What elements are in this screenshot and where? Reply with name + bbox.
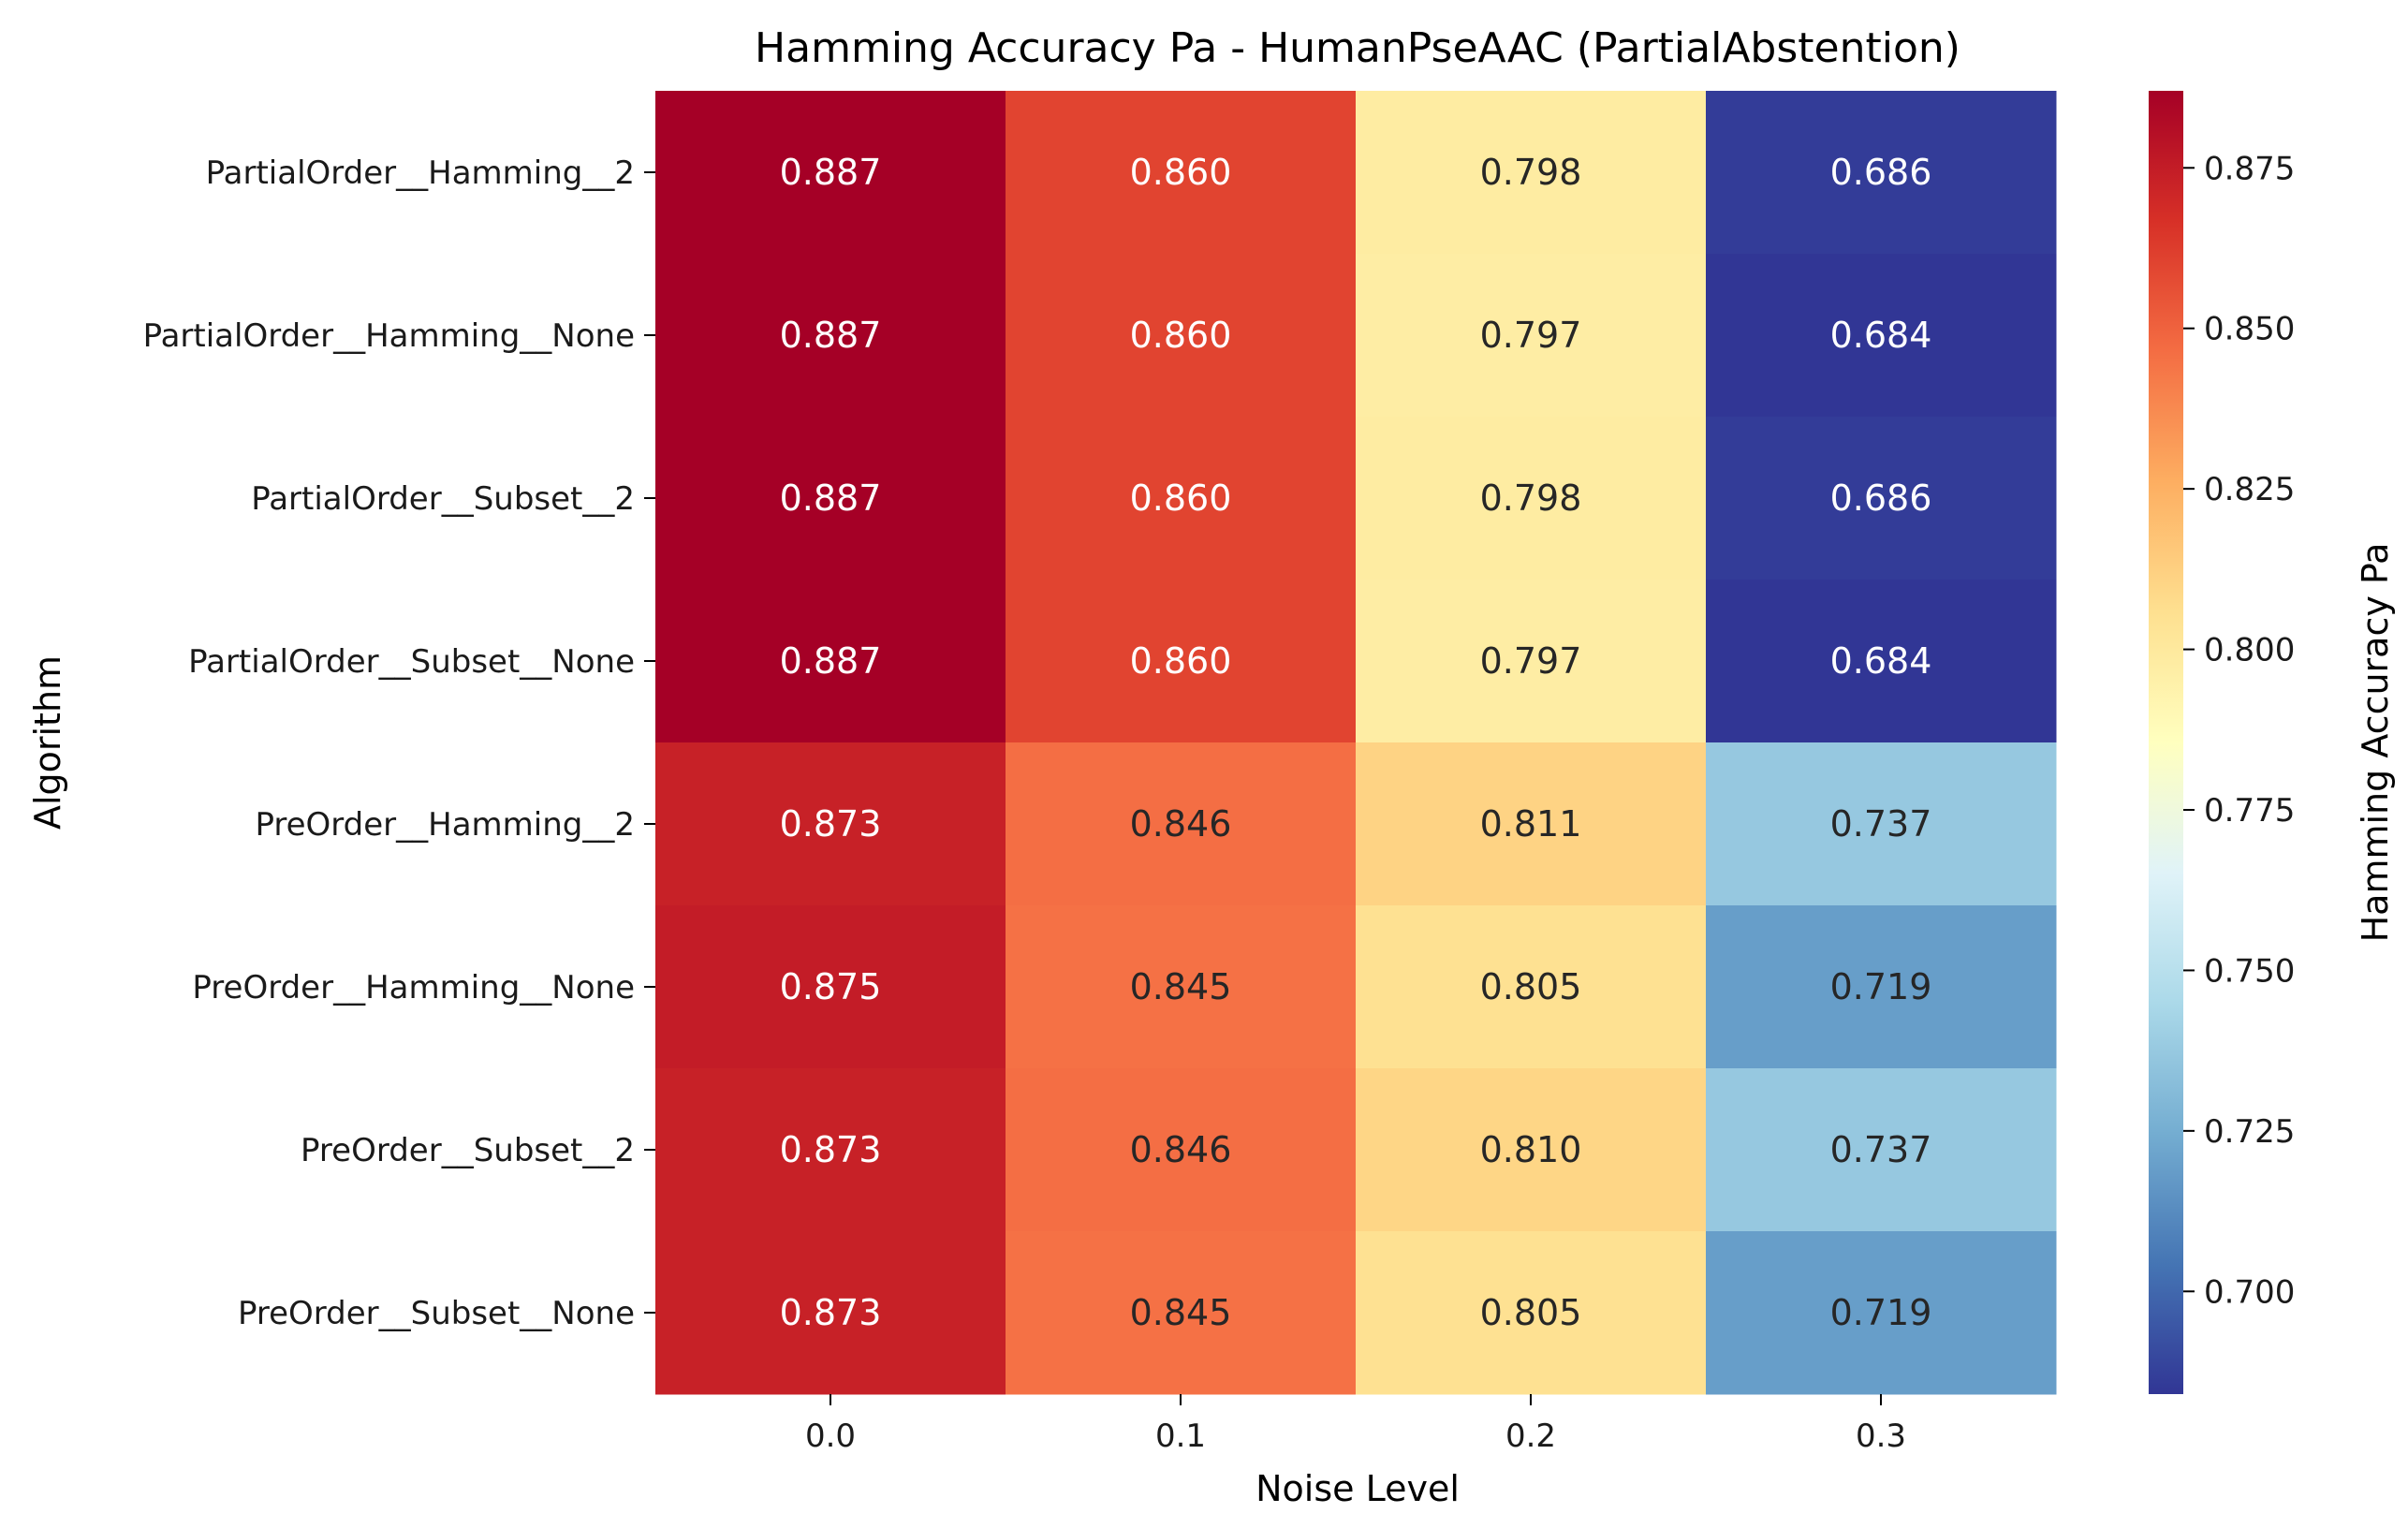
heatmap-cell <box>1006 580 1357 743</box>
cell-value-label: 0.684 <box>1830 640 1932 682</box>
heatmap-cell <box>1006 91 1357 255</box>
colorbar <box>2149 91 2183 1394</box>
y-tick-label: PreOrder__Hamming__2 <box>255 806 635 844</box>
heatmap-cell <box>1706 254 2057 418</box>
heatmap-cell <box>655 1068 1006 1232</box>
cell-value-label: 0.845 <box>1130 966 1232 1007</box>
cell-value-label: 0.873 <box>780 803 882 845</box>
x-tick-label: 0.3 <box>1856 1418 1906 1455</box>
heatmap-cell <box>1706 905 2057 1069</box>
heatmap-cell <box>1706 742 2057 906</box>
cell-value-label: 0.810 <box>1480 1129 1582 1170</box>
cell-value-label: 0.860 <box>1130 640 1232 682</box>
x-tick-label: 0.0 <box>805 1418 856 1455</box>
y-axis-ticks: PartialOrder__Hamming__2 PartialOrder__Ha… <box>143 154 655 1332</box>
y-tick-label: PreOrder__Hamming__None <box>192 969 635 1006</box>
colorbar-tick-label: 0.875 <box>2204 150 2295 187</box>
cell-value-label: 0.873 <box>780 1129 882 1170</box>
cell-value-label: 0.805 <box>1480 966 1582 1007</box>
cell-value-label: 0.798 <box>1480 478 1582 519</box>
heatmap-cell <box>1356 1068 1707 1232</box>
heatmap-cell <box>1706 1068 2057 1232</box>
x-axis-ticks: 0.0 0.1 0.2 0.3 <box>805 1394 1906 1455</box>
x-tick-label: 0.1 <box>1155 1418 1206 1455</box>
heatmap-cell <box>1006 1231 1357 1395</box>
cell-value-label: 0.719 <box>1830 1292 1932 1333</box>
heatmap-cell <box>655 254 1006 418</box>
chart-title: Hamming Accuracy Pa - HumanPseAAC (Parti… <box>755 24 1960 72</box>
cell-value-label: 0.686 <box>1830 152 1932 193</box>
cell-value-label: 0.737 <box>1830 1129 1932 1170</box>
heatmap-cell <box>1356 417 1707 580</box>
cell-value-label: 0.684 <box>1830 315 1932 356</box>
heatmap-cell <box>1356 905 1707 1069</box>
cell-value-label: 0.887 <box>780 152 882 193</box>
y-tick-label: PartialOrder__Subset__2 <box>251 480 635 518</box>
heatmap-cell <box>1006 742 1357 906</box>
cell-value-label: 0.860 <box>1130 152 1232 193</box>
heatmap-cell <box>655 417 1006 580</box>
heatmap-cells <box>655 91 2057 1395</box>
cell-value-label: 0.719 <box>1830 966 1932 1007</box>
cell-value-label: 0.686 <box>1830 478 1932 519</box>
cell-value-label: 0.845 <box>1130 1292 1232 1333</box>
colorbar-tick-label: 0.700 <box>2204 1273 2295 1311</box>
heatmap-cell <box>1706 1231 2057 1395</box>
cell-value-label: 0.887 <box>780 315 882 356</box>
cell-value-label: 0.860 <box>1130 478 1232 519</box>
x-axis-label: Noise Level <box>1255 1468 1460 1509</box>
y-tick-label: PartialOrder__Hamming__2 <box>206 154 635 192</box>
colorbar-tick-label: 0.800 <box>2204 632 2295 669</box>
heatmap-cell <box>1356 91 1707 255</box>
heatmap-cell <box>1356 742 1707 906</box>
y-axis-label: Algorithm <box>27 655 68 830</box>
cell-value-label: 0.846 <box>1130 1129 1232 1170</box>
heatmap-cell <box>655 91 1006 255</box>
cell-value-label: 0.805 <box>1480 1292 1582 1333</box>
colorbar-label: Hamming Accuracy Pa <box>2355 543 2396 943</box>
cell-value-label: 0.887 <box>780 640 882 682</box>
heatmap-cell <box>1706 417 2057 580</box>
colorbar-tick-label: 0.850 <box>2204 311 2295 348</box>
heatmap-cell <box>655 1231 1006 1395</box>
cell-value-label: 0.846 <box>1130 803 1232 845</box>
cell-value-label: 0.860 <box>1130 315 1232 356</box>
cell-value-label: 0.797 <box>1480 640 1582 682</box>
heatmap-cell-labels: 0.887 0.860 0.798 0.686 0.887 0.860 0.797 0.684… <box>780 152 1932 1333</box>
cell-value-label: 0.873 <box>780 1292 882 1333</box>
heatmap-cell <box>1356 1231 1707 1395</box>
heatmap-cell <box>655 580 1006 743</box>
heatmap-cell <box>655 905 1006 1069</box>
y-tick-label: PreOrder__Subset__2 <box>301 1132 635 1169</box>
y-tick-label: PartialOrder__Hamming__None <box>143 317 635 355</box>
heatmap-cell <box>1006 417 1357 580</box>
cell-value-label: 0.737 <box>1830 803 1932 845</box>
cell-value-label: 0.887 <box>780 478 882 519</box>
heatmap-cell <box>1006 254 1357 418</box>
colorbar-ticks: 0.700 0.725 0.750 0.775 0.800 0.825 0.850 0.875 <box>2183 150 2295 1311</box>
cell-value-label: 0.875 <box>780 966 882 1007</box>
y-tick-label: PreOrder__Subset__None <box>238 1295 635 1332</box>
heatmap-cell <box>1006 905 1357 1069</box>
colorbar-tick-label: 0.725 <box>2204 1113 2295 1151</box>
heatmap-cell <box>1706 91 2057 255</box>
cell-value-label: 0.797 <box>1480 315 1582 356</box>
heatmap-cell <box>1006 1068 1357 1232</box>
heatmap-cell <box>655 742 1006 906</box>
y-tick-label: PartialOrder__Subset__None <box>188 643 635 681</box>
heatmap-cell <box>1356 580 1707 743</box>
x-tick-label: 0.2 <box>1505 1418 1556 1455</box>
colorbar-tick-label: 0.775 <box>2204 792 2295 830</box>
colorbar-tick-label: 0.750 <box>2204 952 2295 990</box>
cell-value-label: 0.798 <box>1480 152 1582 193</box>
heatmap-cell <box>1706 580 2057 743</box>
colorbar-tick-label: 0.825 <box>2204 471 2295 508</box>
heatmap-cell <box>1356 254 1707 418</box>
cell-value-label: 0.811 <box>1480 803 1582 845</box>
